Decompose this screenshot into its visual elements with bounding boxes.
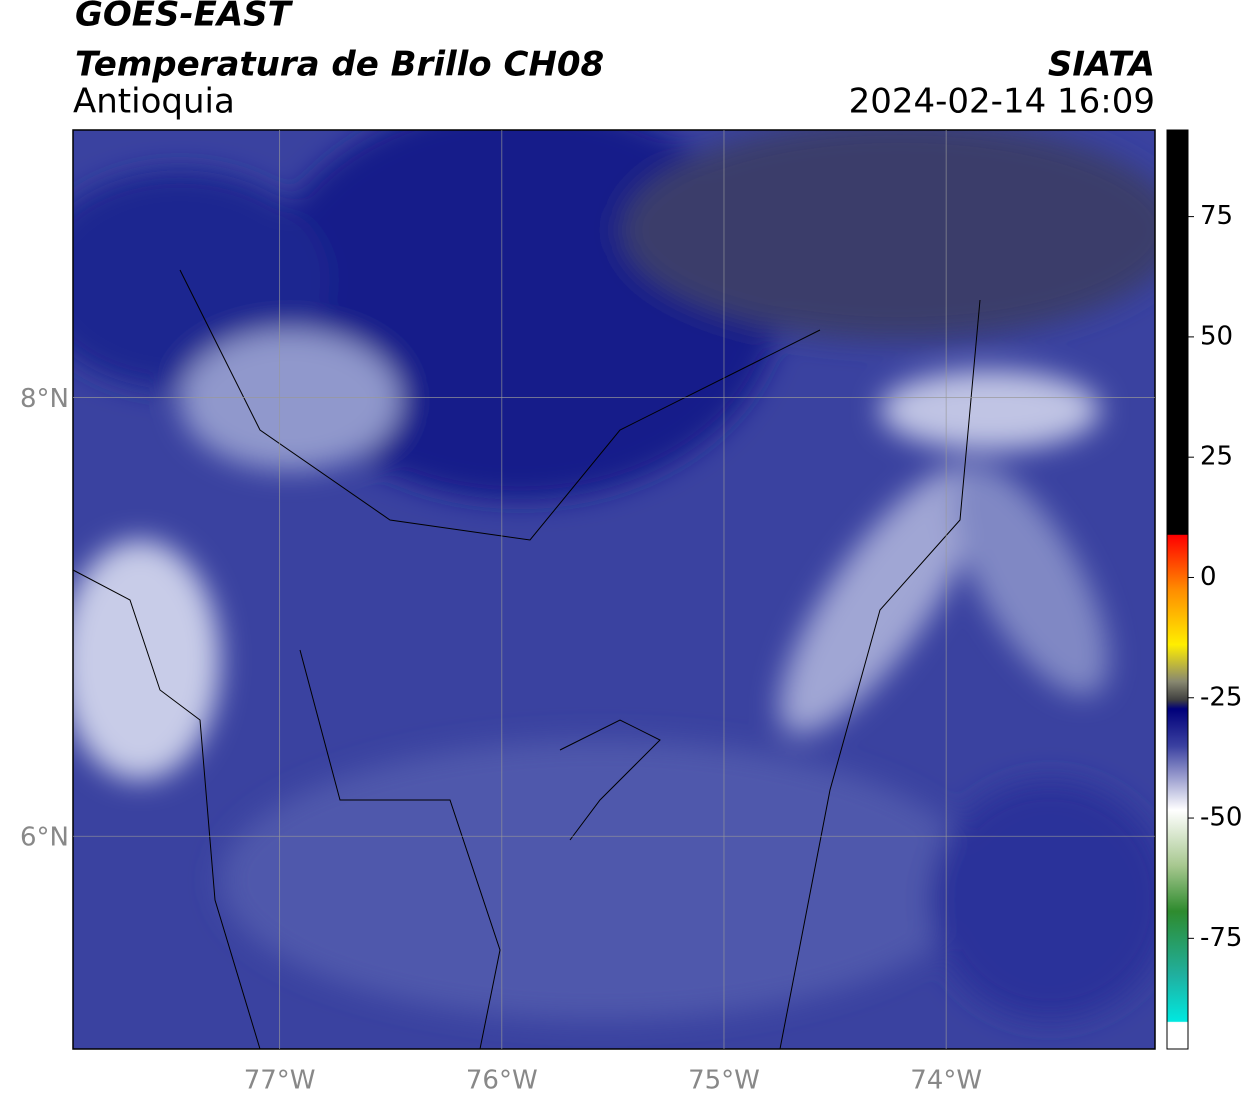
datetime: 2024-02-14 16:09 (849, 82, 1155, 122)
map-image (73, 130, 1155, 1049)
region: Antioquia (73, 82, 235, 122)
colorbar-tick-label: 25 (1200, 442, 1233, 472)
x-tick-label: 75°W (688, 1066, 760, 1096)
x-tick-label: 77°W (244, 1066, 316, 1096)
subtitle: Temperatura de Brillo CH08 (75, 45, 604, 85)
colorbar-tick-label: -25 (1200, 682, 1242, 712)
source: SIATA (1048, 45, 1155, 85)
y-tick-label: 8°N (20, 384, 69, 414)
colorbar-tick-label: -50 (1200, 803, 1242, 833)
title: GOES-EAST (75, 0, 294, 35)
y-tick-label: 6°N (20, 823, 69, 853)
colorbar (1166, 129, 1189, 1050)
colorbar-tick-label: -75 (1200, 923, 1242, 953)
colorbar-tick-label: 50 (1200, 321, 1233, 351)
colorbar-tick-label: 75 (1200, 201, 1233, 231)
colorbar-tick-label: 0 (1200, 562, 1217, 592)
x-tick-label: 74°W (910, 1066, 982, 1096)
x-tick-label: 76°W (466, 1066, 538, 1096)
map-frame (72, 129, 1156, 1050)
